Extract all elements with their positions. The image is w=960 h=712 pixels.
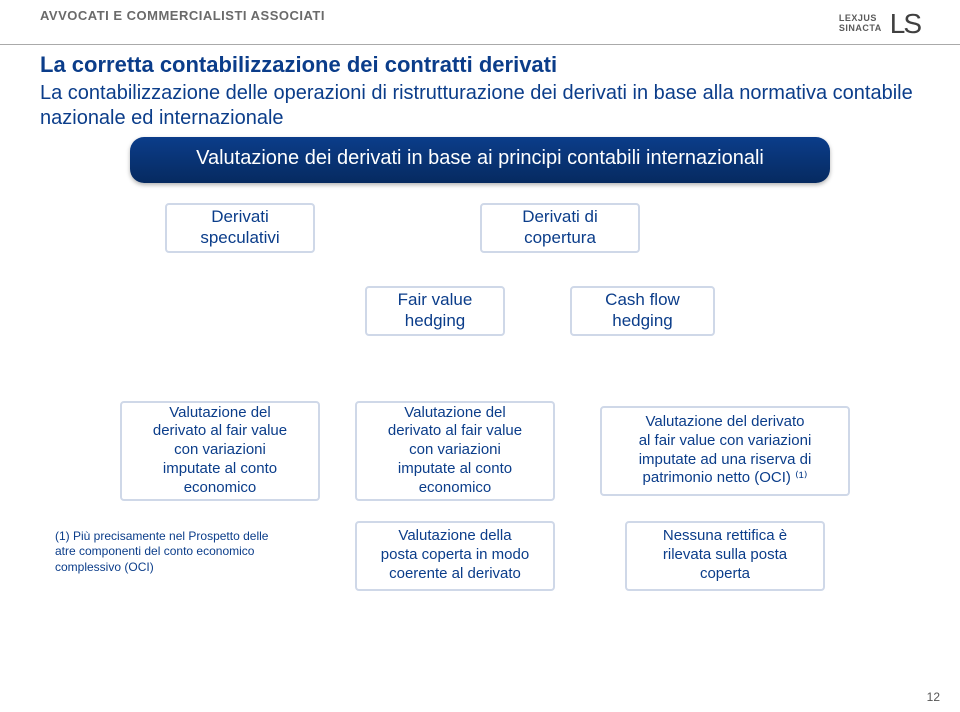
brand-right: LEXJUS SINACTA LS	[839, 8, 920, 40]
page-subtitle: La contabilizzazione delle operazioni di…	[40, 81, 920, 131]
node-fvh: Fair valuehedging	[365, 286, 505, 336]
node-copertura: Derivati dicopertura	[480, 203, 640, 253]
page-number: 12	[927, 690, 940, 704]
page-header: AVVOCATI E COMMERCIALISTI ASSOCIATI LEXJ…	[0, 0, 960, 45]
desc-d3: Valutazione del derivatoal fair value co…	[600, 406, 850, 496]
brand-left: AVVOCATI E COMMERCIALISTI ASSOCIATI	[40, 8, 325, 23]
diagram-canvas: Valutazione dei derivati in base ai prin…	[0, 131, 960, 671]
desc-d2: Valutazione delderivato al fair valuecon…	[355, 401, 555, 501]
brand-right-text: LEXJUS SINACTA	[839, 14, 882, 34]
desc-d1: Valutazione delderivato al fair valuecon…	[120, 401, 320, 501]
logo-icon: LS	[890, 8, 920, 40]
title-block: La corretta contabilizzazione dei contra…	[0, 45, 960, 131]
footnote: (1) Più precisamente nel Prospetto delle…	[55, 529, 275, 576]
node-speculativi: Derivatispeculativi	[165, 203, 315, 253]
page-title: La corretta contabilizzazione dei contra…	[40, 51, 920, 79]
node-cfh: Cash flowhedging	[570, 286, 715, 336]
root-pill: Valutazione dei derivati in base ai prin…	[130, 137, 830, 183]
desc-d5: Nessuna rettifica èrilevata sulla postac…	[625, 521, 825, 591]
desc-d4: Valutazione dellaposta coperta in modoco…	[355, 521, 555, 591]
